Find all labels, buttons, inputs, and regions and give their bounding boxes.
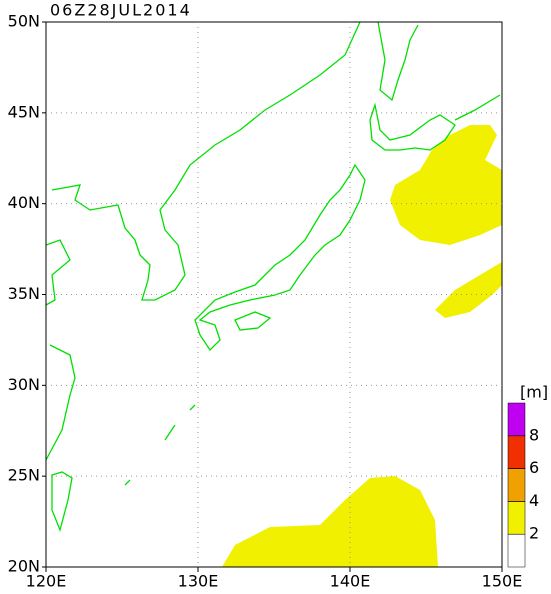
chart-title: 06Z28JUL2014 (50, 1, 192, 20)
colorbar-label: 4 (529, 491, 539, 510)
y-tick-label: 35N (8, 284, 40, 303)
colorbar-segment (507, 402, 526, 437)
wave-region (390, 125, 502, 245)
x-tick-label: 140E (330, 572, 371, 591)
colorbar-unit: [m] (520, 383, 548, 402)
colorbar-label: 6 (529, 458, 539, 477)
wave-region (222, 476, 438, 567)
coastline (369, 102, 456, 151)
coastline (45, 239, 71, 306)
coastline (51, 21, 361, 301)
y-tick-label: 20N (8, 557, 40, 576)
coastlines (45, 21, 501, 533)
y-tick-label: 30N (8, 375, 40, 394)
colorbar-segment (507, 468, 526, 502)
coastline (454, 94, 501, 121)
colorbar-segment (507, 435, 526, 469)
wave-region (435, 262, 502, 318)
x-tick-label: 130E (178, 572, 219, 591)
coastline (124, 404, 196, 486)
colorbar-label: 2 (529, 524, 539, 543)
coastline (51, 471, 73, 533)
x-tick-label: 120E (26, 572, 67, 591)
y-tick-label: 45N (8, 102, 40, 121)
y-tick-label: 40N (8, 193, 40, 212)
coastline (377, 21, 419, 102)
colorbar-label: 8 (529, 425, 539, 444)
map-frame (45, 21, 503, 568)
colorbar-segment (507, 501, 526, 535)
wave-regions (222, 125, 502, 567)
x-tick-label: 150E (482, 572, 523, 591)
coastline (45, 344, 76, 461)
y-tick-label: 50N (8, 12, 40, 31)
coastline (234, 311, 272, 331)
colorbar-segment (507, 533, 526, 568)
y-tick-label: 25N (8, 466, 40, 485)
coastline (194, 163, 366, 352)
